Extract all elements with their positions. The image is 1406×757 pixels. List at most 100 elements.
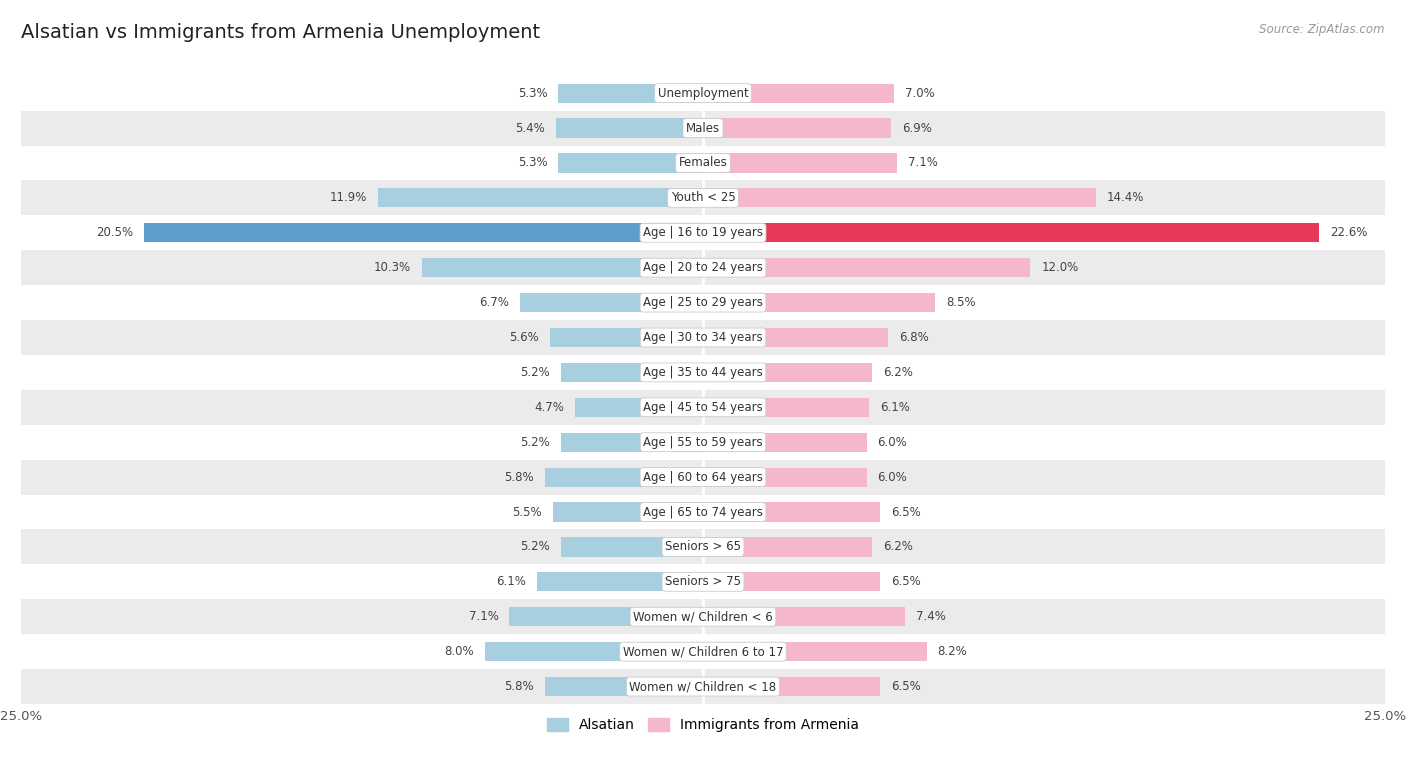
Text: 6.0%: 6.0%	[877, 471, 907, 484]
Bar	[544, 468, 703, 487]
Text: 8.2%: 8.2%	[938, 645, 967, 658]
Text: Alsatian vs Immigrants from Armenia Unemployment: Alsatian vs Immigrants from Armenia Unem…	[21, 23, 540, 42]
Bar	[21, 459, 1385, 494]
Bar	[21, 285, 1385, 320]
Text: 22.6%: 22.6%	[1330, 226, 1368, 239]
Text: 8.0%: 8.0%	[444, 645, 474, 658]
Text: 6.9%: 6.9%	[903, 122, 932, 135]
Bar	[703, 223, 1319, 242]
Bar	[21, 215, 1385, 251]
Bar	[703, 293, 935, 312]
Bar	[21, 320, 1385, 355]
Bar	[550, 328, 703, 347]
Bar	[555, 118, 703, 138]
Text: 5.8%: 5.8%	[505, 680, 534, 693]
Bar	[553, 503, 703, 522]
Text: 12.0%: 12.0%	[1042, 261, 1078, 274]
Bar	[703, 363, 872, 382]
Text: 6.2%: 6.2%	[883, 540, 912, 553]
Bar	[544, 677, 703, 696]
Bar	[703, 188, 1095, 207]
Bar	[703, 677, 880, 696]
Bar	[537, 572, 703, 591]
Bar	[21, 145, 1385, 180]
Bar	[21, 111, 1385, 145]
Bar	[703, 432, 866, 452]
Text: Seniors > 65: Seniors > 65	[665, 540, 741, 553]
Bar	[558, 83, 703, 103]
Text: 5.6%: 5.6%	[509, 331, 540, 344]
Text: Seniors > 75: Seniors > 75	[665, 575, 741, 588]
Text: 6.5%: 6.5%	[891, 575, 921, 588]
Bar	[703, 537, 872, 556]
Text: 4.7%: 4.7%	[534, 400, 564, 414]
Bar	[703, 468, 866, 487]
Text: Unemployment: Unemployment	[658, 86, 748, 100]
Bar	[21, 180, 1385, 215]
Text: Females: Females	[679, 157, 727, 170]
Text: 10.3%: 10.3%	[374, 261, 411, 274]
Legend: Alsatian, Immigrants from Armenia: Alsatian, Immigrants from Armenia	[541, 713, 865, 738]
Bar	[703, 118, 891, 138]
Text: 6.8%: 6.8%	[900, 331, 929, 344]
Text: 6.0%: 6.0%	[877, 436, 907, 449]
Text: Women w/ Children < 6: Women w/ Children < 6	[633, 610, 773, 623]
Text: 8.5%: 8.5%	[946, 296, 976, 309]
Bar	[21, 355, 1385, 390]
Text: 7.1%: 7.1%	[908, 157, 938, 170]
Bar	[561, 363, 703, 382]
Text: 7.4%: 7.4%	[915, 610, 946, 623]
Bar	[422, 258, 703, 277]
Bar	[21, 634, 1385, 669]
Bar	[703, 154, 897, 173]
Text: 6.1%: 6.1%	[880, 400, 910, 414]
Text: Women w/ Children 6 to 17: Women w/ Children 6 to 17	[623, 645, 783, 658]
Text: 5.8%: 5.8%	[505, 471, 534, 484]
Bar	[703, 607, 905, 626]
Text: 5.4%: 5.4%	[515, 122, 544, 135]
Bar	[21, 425, 1385, 459]
Text: 7.0%: 7.0%	[905, 86, 935, 100]
Bar	[703, 83, 894, 103]
Bar	[21, 529, 1385, 565]
Text: 6.2%: 6.2%	[883, 366, 912, 379]
Bar	[21, 251, 1385, 285]
Bar	[143, 223, 703, 242]
Text: 20.5%: 20.5%	[96, 226, 134, 239]
Bar	[21, 390, 1385, 425]
Text: 5.3%: 5.3%	[517, 86, 547, 100]
Text: 5.2%: 5.2%	[520, 540, 550, 553]
Bar	[561, 537, 703, 556]
Text: Males: Males	[686, 122, 720, 135]
Bar	[558, 154, 703, 173]
Text: 6.7%: 6.7%	[479, 296, 509, 309]
Text: 6.5%: 6.5%	[891, 680, 921, 693]
Bar	[21, 669, 1385, 704]
Bar	[575, 397, 703, 417]
Text: Age | 35 to 44 years: Age | 35 to 44 years	[643, 366, 763, 379]
Text: 14.4%: 14.4%	[1107, 192, 1144, 204]
Text: Youth < 25: Youth < 25	[671, 192, 735, 204]
Bar	[703, 572, 880, 591]
Bar	[21, 600, 1385, 634]
Bar	[509, 607, 703, 626]
Text: Age | 60 to 64 years: Age | 60 to 64 years	[643, 471, 763, 484]
Bar	[520, 293, 703, 312]
Text: Source: ZipAtlas.com: Source: ZipAtlas.com	[1260, 23, 1385, 36]
Text: 6.5%: 6.5%	[891, 506, 921, 519]
Bar	[21, 565, 1385, 600]
Text: 5.5%: 5.5%	[512, 506, 543, 519]
Text: Women w/ Children < 18: Women w/ Children < 18	[630, 680, 776, 693]
Bar	[21, 76, 1385, 111]
Bar	[703, 642, 927, 662]
Bar	[378, 188, 703, 207]
Text: Age | 16 to 19 years: Age | 16 to 19 years	[643, 226, 763, 239]
Text: Age | 30 to 34 years: Age | 30 to 34 years	[643, 331, 763, 344]
Bar	[703, 328, 889, 347]
Text: 6.1%: 6.1%	[496, 575, 526, 588]
Text: 5.2%: 5.2%	[520, 436, 550, 449]
Text: Age | 55 to 59 years: Age | 55 to 59 years	[643, 436, 763, 449]
Bar	[485, 642, 703, 662]
Text: Age | 45 to 54 years: Age | 45 to 54 years	[643, 400, 763, 414]
Text: 5.3%: 5.3%	[517, 157, 547, 170]
